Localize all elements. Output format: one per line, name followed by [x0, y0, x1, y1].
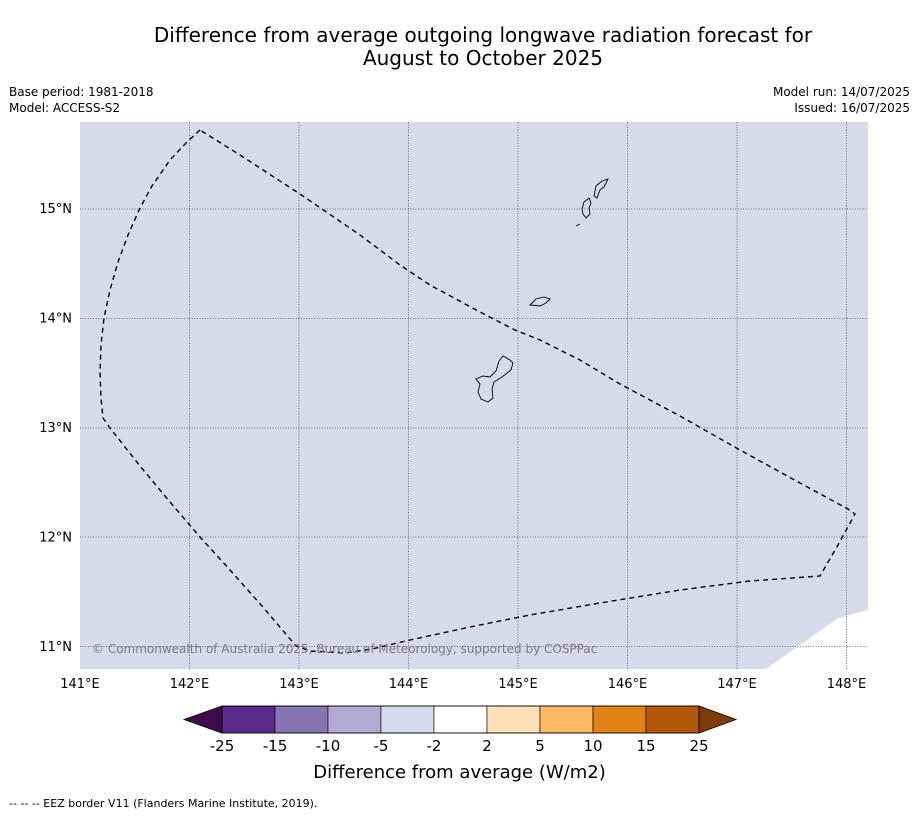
- colorbar-swatch: [327, 705, 382, 734]
- copyright-text: © Commonwealth of Australia 2025, Bureau…: [92, 642, 597, 656]
- lon-label: 141°E: [60, 677, 100, 692]
- colorbar-tick-label: 25: [689, 737, 708, 755]
- map-title-line-2: August to October 2025: [362, 46, 604, 70]
- colorbar-tick-label: 5: [535, 737, 545, 755]
- lat-label: 11°N: [39, 640, 72, 655]
- colorbar-tick-label: -25: [210, 737, 235, 755]
- colorbar-tick-label: -2: [427, 737, 442, 755]
- lon-label: 142°E: [170, 677, 210, 692]
- colorbar-swatch: [380, 705, 435, 734]
- lat-label: 14°N: [39, 312, 72, 327]
- colorbar-swatch: [645, 705, 700, 734]
- colorbar-swatch: [274, 705, 329, 734]
- island-guam: [475, 355, 514, 403]
- lon-label: 146°E: [608, 677, 648, 692]
- lon-label: 145°E: [498, 677, 538, 692]
- colorbar-tick-label: 15: [636, 737, 655, 755]
- lat-label: 12°N: [39, 531, 72, 546]
- colorbar-swatch: [592, 705, 647, 734]
- colorbar-swatch: [221, 705, 276, 734]
- island-tinian: [581, 197, 592, 219]
- eez-border: [99, 129, 856, 654]
- lat-label: 13°N: [39, 421, 72, 436]
- map-area: [80, 122, 868, 669]
- island-saipan: [593, 178, 609, 199]
- lat-label: 15°N: [39, 202, 72, 217]
- eez-footnote: -- -- -- EEZ border V11 (Flanders Marine…: [9, 797, 318, 810]
- model-text: Model: ACCESS-S2: [9, 101, 121, 115]
- lon-label: 144°E: [389, 677, 429, 692]
- longitude-labels: 141°E 142°E 143°E 144°E 145°E 146°E 147°E 148°E: [60, 677, 866, 692]
- island-rota: [529, 296, 551, 307]
- model-run-text: Model run: 14/07/2025: [772, 85, 910, 99]
- islands: [475, 178, 609, 403]
- issued-text: Issued: 16/07/2025: [794, 101, 910, 115]
- colorbar-tick-label: -15: [263, 737, 288, 755]
- colorbar-tick-label: 10: [583, 737, 602, 755]
- map-title-line-1: Difference from average outgoing longwav…: [153, 23, 813, 47]
- lon-label: 143°E: [279, 677, 319, 692]
- lon-label: 147°E: [717, 677, 757, 692]
- colorbar-outline: [221, 705, 700, 734]
- island-aguijan: [575, 223, 581, 227]
- colorbar-swatch: [433, 705, 488, 734]
- colorbar-swatch: [486, 705, 541, 734]
- colorbar-tick-label: 2: [482, 737, 492, 755]
- colorbar-extend-low: [182, 705, 223, 734]
- latitude-labels: 15°N 14°N 13°N 12°N 11°N: [39, 202, 72, 655]
- colorbar-extend-high: [698, 705, 738, 734]
- colorbar-tick-label: -5: [374, 737, 389, 755]
- positive-anomaly-region: [766, 610, 868, 669]
- colorbar-tick-label: -10: [316, 737, 341, 755]
- graticule: [80, 122, 868, 669]
- base-period-text: Base period: 1981-2018: [9, 85, 154, 99]
- colorbar-swatch: [539, 705, 594, 734]
- colorbar: -25 -15 -10 -5 -2 2 5 10 15 25: [182, 705, 738, 755]
- lon-label: 148°E: [827, 677, 867, 692]
- colorbar-label: Difference from average (W/m2): [313, 762, 606, 783]
